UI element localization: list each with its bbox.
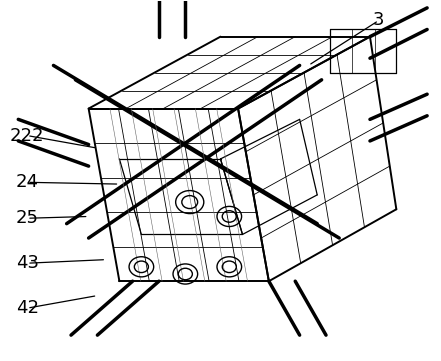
Text: 3: 3 [373, 12, 385, 30]
Text: 25: 25 [15, 209, 38, 227]
Text: 42: 42 [15, 299, 38, 317]
Text: 24: 24 [15, 173, 38, 191]
Text: 43: 43 [15, 254, 38, 272]
Text: 222: 222 [10, 127, 45, 144]
